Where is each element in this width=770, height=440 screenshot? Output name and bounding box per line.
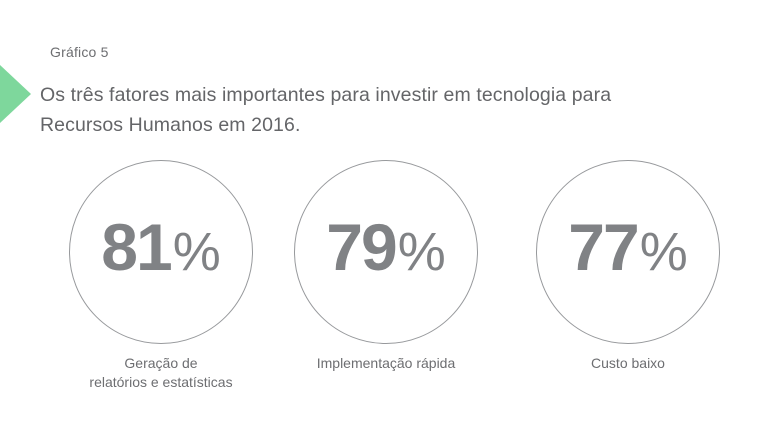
percent-sign: % <box>172 222 221 282</box>
chart-title-line-1: Os três fatores mais importantes para in… <box>40 84 612 106</box>
stat-circle: 79% <box>294 160 478 344</box>
stat-number: 79% <box>326 209 445 285</box>
stat-value: 77 <box>568 210 639 284</box>
stat-label-line-1: Custo baixo <box>591 355 665 371</box>
chart-number-label: Gráfico 5 <box>50 44 109 60</box>
percent-sign: % <box>397 222 446 282</box>
stat-value: 81 <box>101 210 172 284</box>
stat-circle: 81% <box>69 160 253 344</box>
accent-arrow-icon <box>0 65 31 123</box>
chart-title-line-2: Recursos Humanos em 2016. <box>40 114 301 136</box>
percent-sign: % <box>639 222 688 282</box>
stat-number: 77% <box>568 209 687 285</box>
stat-label-line-2: relatórios e estatísticas <box>89 374 233 390</box>
stat-value: 79 <box>326 210 397 284</box>
stat-label: Custo baixo <box>513 354 743 373</box>
stat-label: Implementação rápida <box>271 354 501 373</box>
stat-number: 81% <box>101 209 220 285</box>
stat-circle: 77% <box>536 160 720 344</box>
stat-label-line-1: Implementação rápida <box>316 355 456 371</box>
stat-label-line-1: Geração de <box>124 355 198 371</box>
chart-title: Os três fatores mais importantes para in… <box>40 80 611 140</box>
stat-label: Geração de relatórios e estatísticas <box>46 354 276 392</box>
